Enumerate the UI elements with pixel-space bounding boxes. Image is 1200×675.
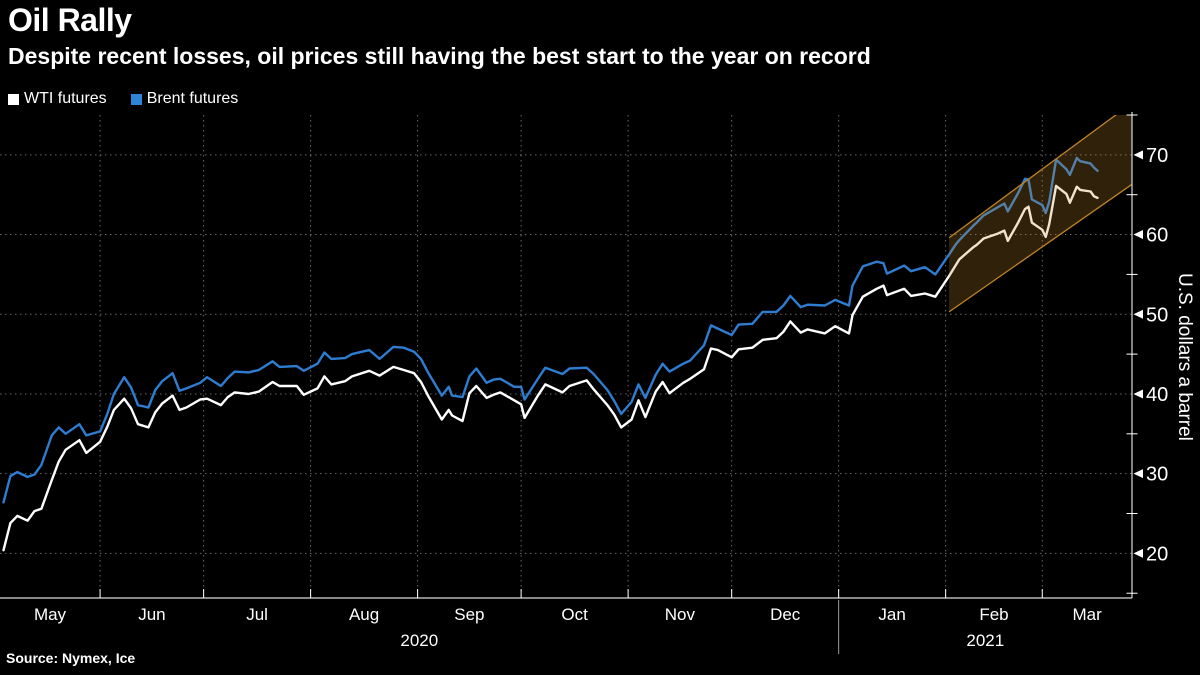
legend-item-wti: WTI futures bbox=[8, 90, 107, 108]
month-label: Jan bbox=[878, 605, 905, 624]
month-label: Feb bbox=[979, 605, 1008, 624]
y-tick-label: 30 bbox=[1146, 464, 1168, 486]
source-note: Source: Nymex, Ice bbox=[6, 650, 136, 666]
y-tick-arrow-icon bbox=[1133, 230, 1143, 240]
year-label: 2020 bbox=[400, 631, 438, 650]
wti-swatch-icon bbox=[8, 93, 19, 105]
trend-channel-upper-line bbox=[948, 115, 1117, 239]
legend-item-brent: Brent futures bbox=[130, 90, 239, 108]
month-label: Sep bbox=[454, 605, 484, 624]
legend-label-brent: Brent futures bbox=[146, 90, 239, 107]
y-tick-label: 40 bbox=[1146, 384, 1168, 406]
month-label: Jul bbox=[246, 605, 268, 624]
y-tick-arrow-icon bbox=[1133, 389, 1143, 399]
month-label: Aug bbox=[349, 605, 379, 624]
year-label: 2021 bbox=[966, 631, 1004, 650]
legend-label-wti: WTI futures bbox=[24, 90, 107, 107]
month-label: May bbox=[34, 605, 67, 624]
chart-subtitle: Despite recent losses, oil prices still … bbox=[8, 43, 871, 69]
month-label: Mar bbox=[1072, 605, 1102, 624]
y-tick-arrow-icon bbox=[1133, 469, 1143, 479]
month-label: Nov bbox=[665, 605, 696, 624]
y-tick-label: 70 bbox=[1146, 145, 1168, 167]
month-label: Jun bbox=[138, 605, 165, 624]
trend-channel-fill bbox=[949, 115, 1132, 312]
page-title: Oil Rally bbox=[8, 2, 132, 38]
chart-legend: WTI futures Brent futures bbox=[8, 90, 238, 108]
brent-swatch-icon bbox=[130, 93, 142, 105]
month-label: Dec bbox=[770, 605, 801, 624]
brent-line bbox=[2, 156, 1099, 504]
y-tick-arrow-icon bbox=[1133, 548, 1143, 558]
y-tick-label: 60 bbox=[1146, 225, 1168, 247]
y-tick-arrow-icon bbox=[1133, 150, 1143, 160]
month-label: Oct bbox=[561, 605, 588, 624]
trend-channel bbox=[948, 115, 1132, 313]
y-tick-label: 50 bbox=[1146, 304, 1168, 326]
wti-line bbox=[2, 184, 1099, 552]
y-tick-label: 20 bbox=[1146, 543, 1168, 565]
y-tick-arrow-icon bbox=[1133, 309, 1143, 319]
y-axis-title: U.S. dollars a barrel bbox=[1174, 272, 1195, 441]
trend-channel-lower-line bbox=[948, 183, 1132, 313]
